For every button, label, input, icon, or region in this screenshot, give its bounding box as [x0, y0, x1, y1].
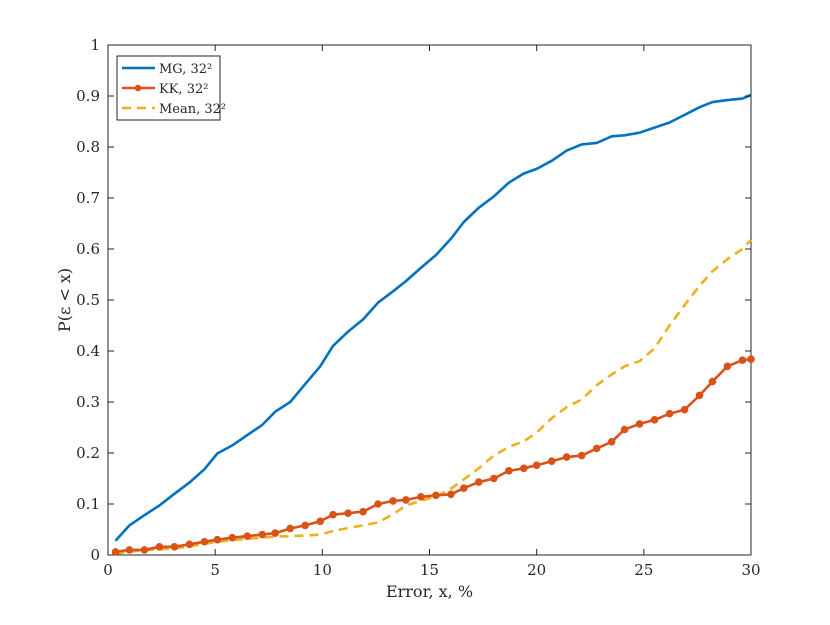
y-tick-label: 1: [90, 36, 100, 54]
y-tick-label: 0.2: [76, 444, 100, 462]
series-point-1: [200, 537, 209, 546]
plot-area: [107, 44, 752, 556]
series-point-1: [532, 461, 541, 470]
y-tick-label: 0.8: [76, 138, 100, 156]
legend-label-1: KK, 32²: [159, 82, 208, 97]
series-point-1: [389, 497, 397, 505]
series-point-1: [301, 521, 309, 530]
axes-frame: [107, 44, 752, 556]
series-point-1: [747, 355, 755, 363]
series-point-1: [359, 507, 367, 516]
series-layer: [111, 93, 755, 556]
series-point-1: [170, 543, 179, 551]
series-point-1: [505, 467, 513, 475]
y-tick-label: 0.6: [76, 240, 100, 258]
series-point-1: [592, 444, 601, 453]
series-point-1: [459, 484, 468, 492]
series-point-1: [738, 356, 747, 364]
series-line-0: [114, 93, 752, 542]
series-point-1: [723, 362, 732, 371]
series-point-1: [140, 546, 149, 554]
series-point-1: [547, 457, 556, 465]
series-point-1: [708, 377, 717, 386]
series-point-1: [402, 496, 410, 504]
series-point-1: [329, 510, 337, 519]
series-point-1: [316, 517, 324, 526]
series-point-1: [374, 500, 382, 508]
series-point-1: [650, 416, 659, 424]
series-point-1: [447, 490, 455, 499]
x-tick-label: 15: [420, 561, 439, 579]
x-axis-label: Error, x, %: [386, 582, 473, 601]
legend-label-0: MG, 32²: [159, 62, 212, 77]
legend-marker-1: [134, 84, 142, 92]
series-point-1: [155, 543, 164, 551]
x-tick-label: 5: [210, 561, 220, 579]
series-point-1: [213, 535, 222, 544]
series-point-1: [577, 451, 586, 460]
series-point-1: [432, 491, 440, 500]
y-tick-label: 0.7: [76, 189, 100, 207]
series-point-1: [665, 409, 674, 418]
x-tick-label: 25: [634, 561, 653, 579]
series-point-1: [680, 405, 689, 414]
y-tick-label: 0.4: [76, 342, 100, 360]
series-point-1: [185, 540, 194, 549]
series-point-1: [125, 546, 134, 554]
y-tick-label: 0.3: [76, 393, 100, 411]
series-point-1: [474, 478, 483, 486]
series-point-1: [635, 420, 644, 428]
x-tick-label: 30: [741, 561, 760, 579]
series-point-1: [695, 391, 704, 400]
series-point-1: [286, 524, 294, 533]
y-tick-label: 0.1: [76, 495, 100, 513]
series-point-1: [271, 529, 279, 537]
series-point-1: [562, 453, 571, 461]
y-tick-label: 0.5: [76, 291, 100, 309]
x-tick-label: 20: [527, 561, 546, 579]
series-point-1: [620, 425, 629, 434]
x-tick-label: 0: [103, 561, 113, 579]
y-tick-label: 0: [90, 546, 100, 564]
y-tick-label: 0.9: [76, 87, 100, 105]
series-point-1: [344, 509, 352, 517]
series-point-1: [243, 532, 252, 540]
series-point-1: [417, 493, 425, 501]
series-point-1: [111, 548, 120, 556]
legend-label-2: Mean, 32²: [159, 102, 226, 117]
legend: MG, 32² KK, 32² Mean, 32²: [116, 55, 226, 121]
series-point-1: [490, 474, 498, 483]
series-point-1: [258, 530, 267, 539]
x-tick-label: 10: [313, 561, 332, 579]
series-point-1: [607, 437, 616, 446]
y-axis-label: P(ε < x): [55, 268, 74, 332]
series-point-1: [228, 533, 237, 542]
series-line-2: [115, 238, 752, 555]
series-point-1: [520, 464, 528, 473]
ticks-layer: 0 5 10 15 20 25 30 0 0.1 0.2 0.3 0.4 0.5 0.6 0.7 0.8 0.9…: [76, 36, 760, 579]
